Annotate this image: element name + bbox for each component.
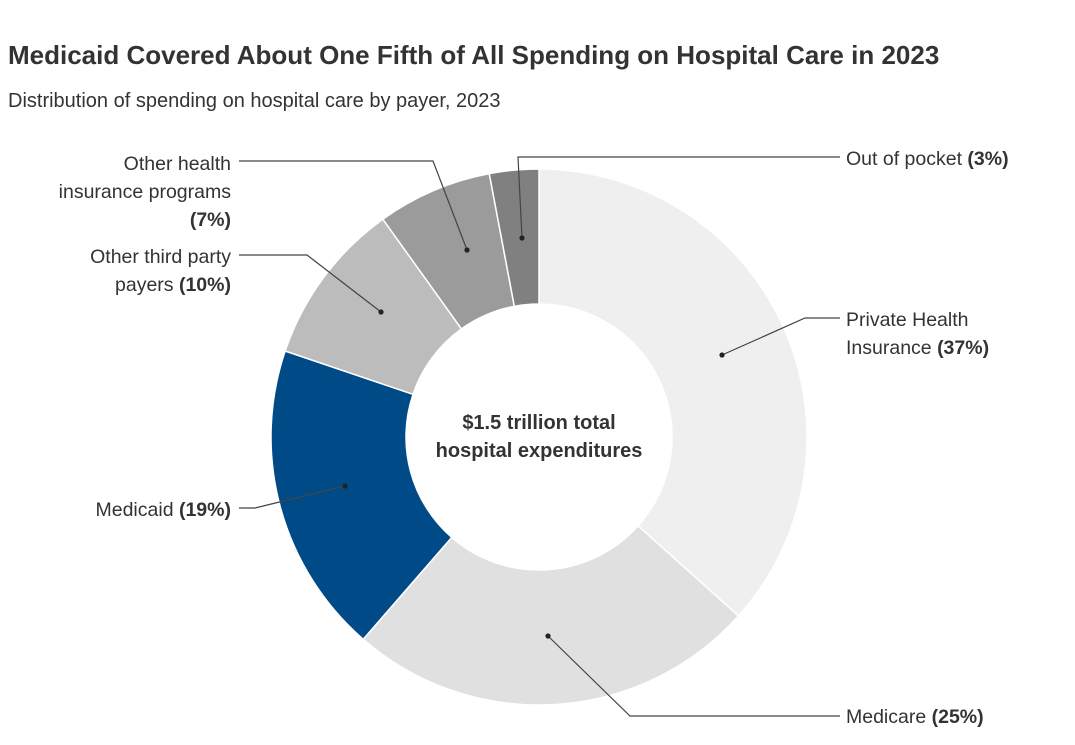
leader-line — [547, 635, 840, 717]
leader-dot — [464, 247, 470, 253]
leader-line — [721, 317, 840, 356]
slice-label-line: (7%) — [190, 209, 231, 231]
leader-dot — [545, 633, 551, 639]
leader-line — [239, 160, 468, 251]
slice-label-line: Medicare (25%) — [846, 706, 984, 728]
slice-percent: (10%) — [179, 274, 231, 296]
slice-labels: Private Health Insurance (37%) Medicare (2… — [59, 148, 1009, 728]
slice-percent: (25%) — [932, 706, 984, 728]
leader-dot — [519, 235, 525, 241]
slice-label-line: Medicaid (19%) — [96, 499, 232, 521]
center-label-line-2: hospital expenditures — [436, 440, 643, 462]
slice-medicare — [362, 524, 740, 706]
leader-dot — [342, 483, 348, 489]
slice-private-health-insurance — [538, 168, 808, 617]
slice-label-line: Insurance (37%) — [846, 337, 989, 359]
slice-percent: (37%) — [937, 337, 989, 359]
slice-percent: (3%) — [967, 148, 1008, 170]
leader-dot — [378, 309, 384, 315]
leader-line — [239, 254, 382, 313]
slice-out-of-pocket — [488, 168, 540, 308]
slice-label-line: Other third party — [90, 246, 231, 268]
slice-label-line: payers (10%) — [115, 274, 231, 296]
donut-slices — [270, 168, 808, 706]
chart-title: Medicaid Covered About One Fifth of All … — [8, 40, 940, 70]
slice-medicaid — [270, 350, 453, 641]
center-label-line-1: $1.5 trillion total — [462, 412, 615, 434]
slice-label-line: Other health — [124, 153, 231, 175]
slice-label-line: Private Health — [846, 309, 968, 331]
leader-line — [239, 485, 346, 509]
leader-dot — [719, 352, 725, 358]
slice-percent: (7%) — [190, 209, 231, 231]
slice-label-line: insurance programs — [59, 181, 232, 203]
leader-lines — [239, 156, 840, 717]
slice-percent: (19%) — [179, 499, 231, 521]
chart-subtitle: Distribution of spending on hospital car… — [8, 90, 501, 112]
leader-line — [517, 156, 840, 239]
slice-label-line: Out of pocket (3%) — [846, 148, 1009, 170]
